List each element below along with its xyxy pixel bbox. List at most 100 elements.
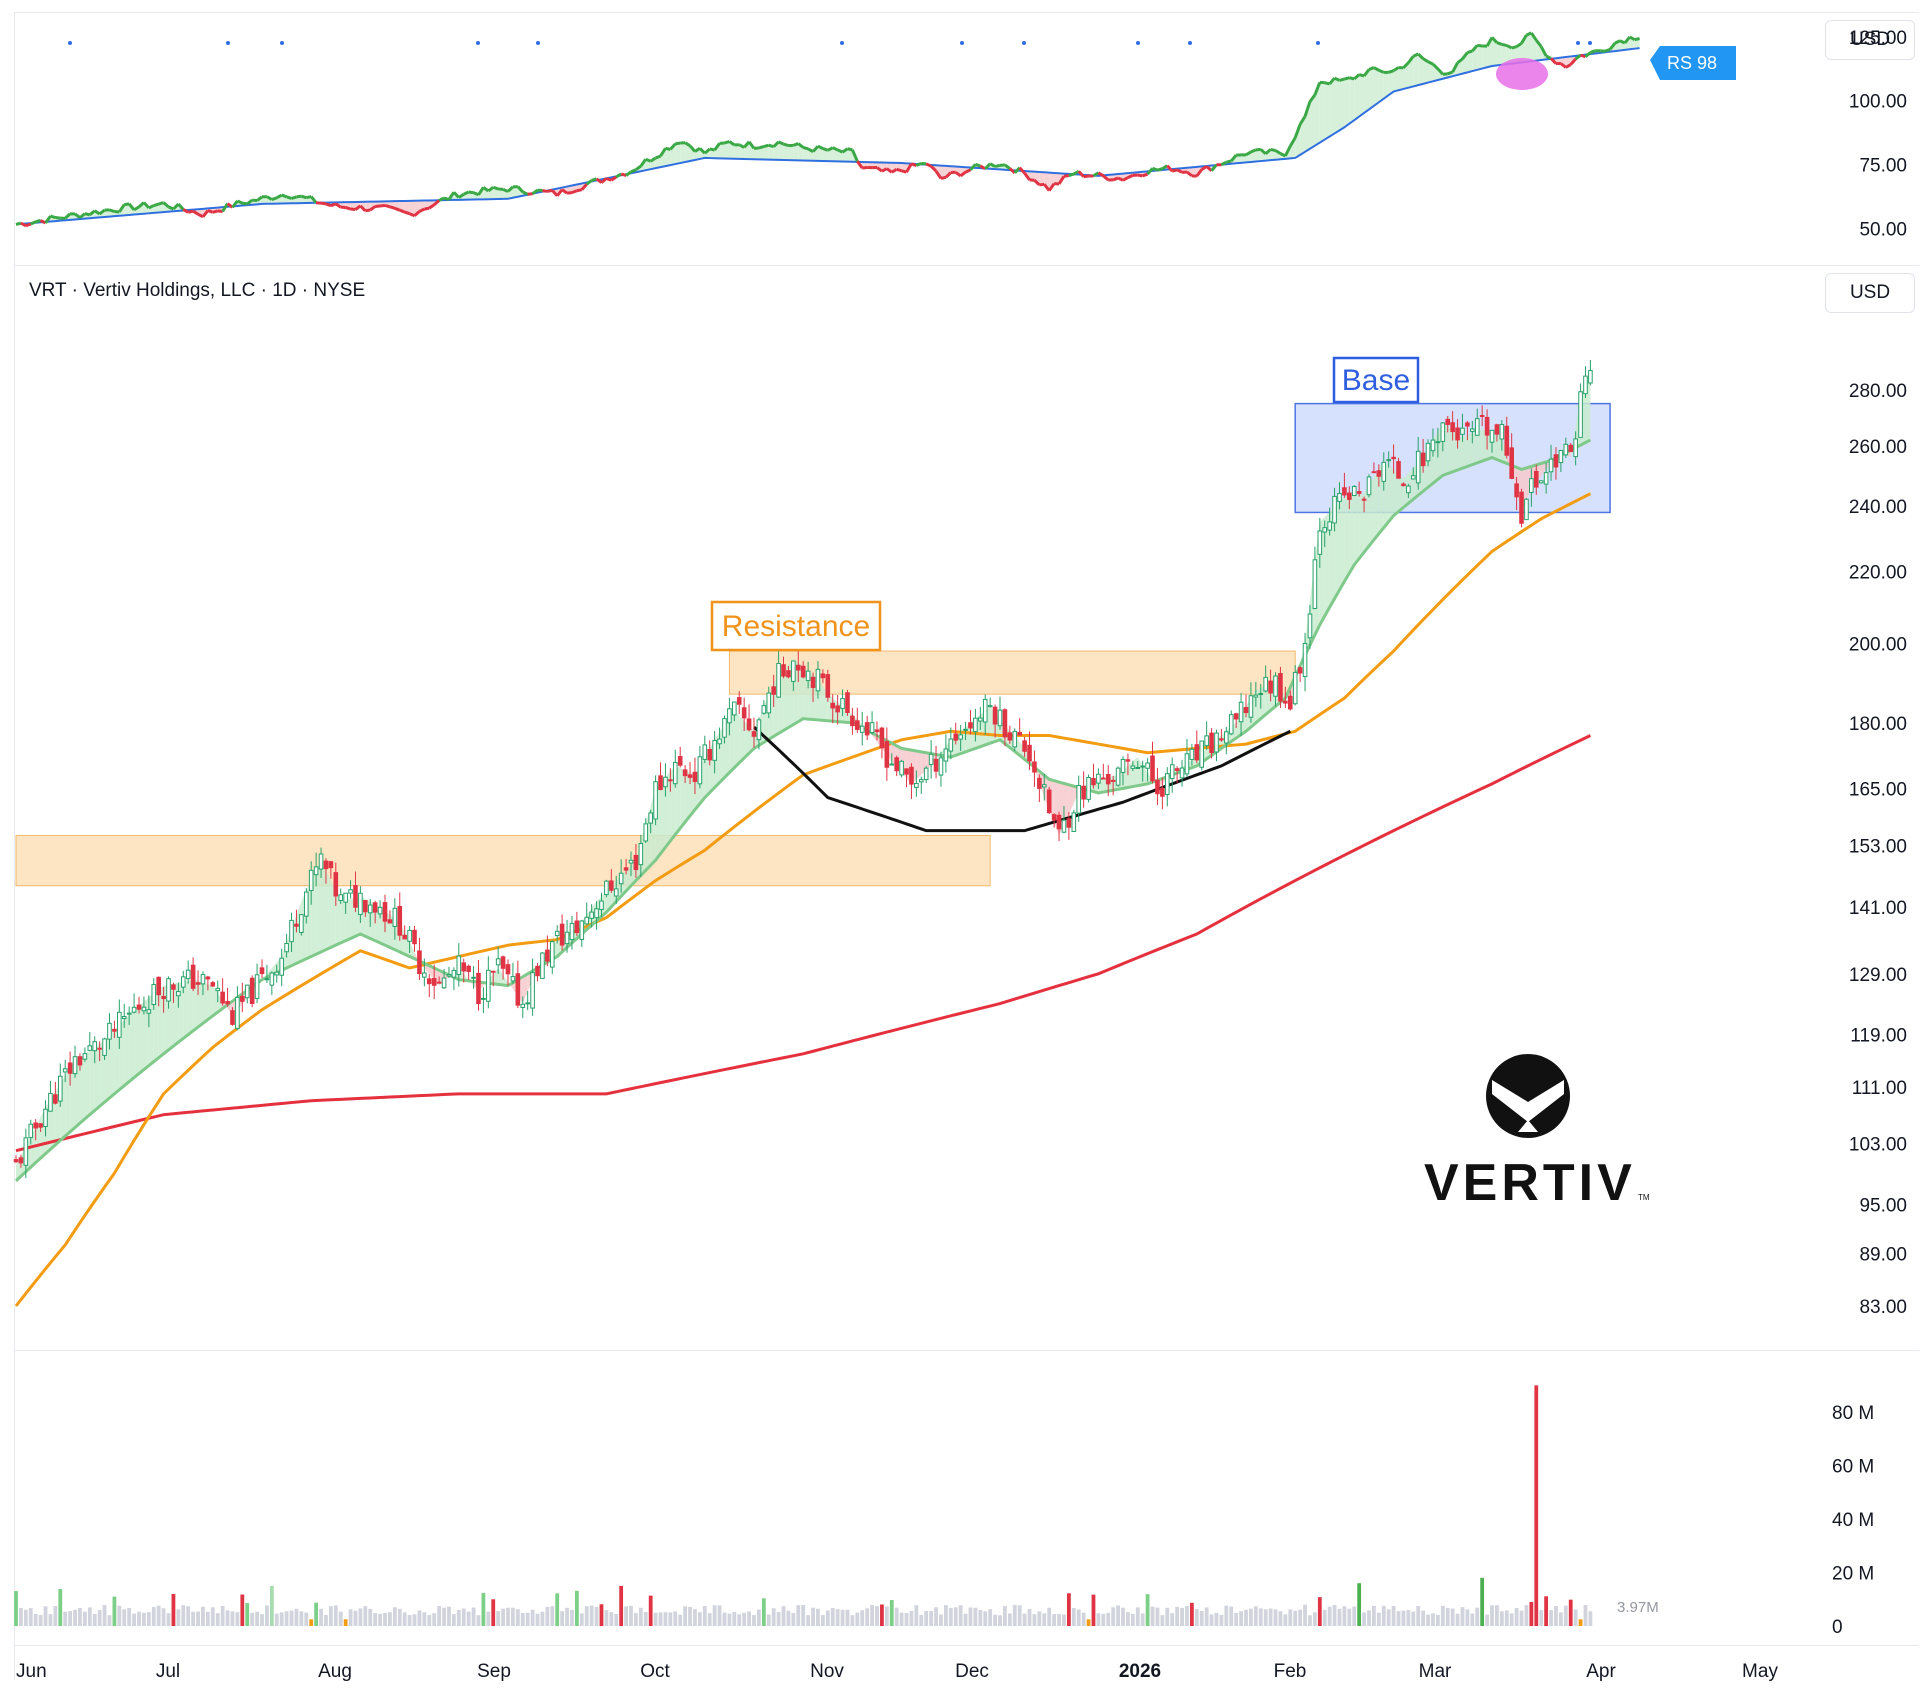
price-candle [1209, 728, 1214, 759]
ema-cloud-segment [1452, 430, 1458, 472]
volume-bar [830, 1608, 835, 1626]
candle-body [795, 664, 801, 671]
volume-bar [1524, 1605, 1529, 1626]
price-candle [151, 978, 157, 1010]
candle-body [1356, 491, 1362, 494]
volume-last-label: 3.97M [1617, 1599, 1659, 1616]
rs-y-tick: 50.00 [1859, 219, 1907, 240]
price-candle [958, 725, 963, 751]
candle-body [599, 900, 604, 910]
price-candle [313, 852, 319, 887]
symbol-title[interactable]: VRT · Vertiv Holdings, LLC · 1D · NYSE [29, 280, 366, 301]
rs-line-segment [167, 205, 175, 211]
rs-line-segment [1210, 163, 1218, 172]
volume-bar [1406, 1610, 1411, 1626]
volume-bar [811, 1607, 815, 1626]
price-candle [102, 1037, 107, 1061]
rs-line-segment [1117, 176, 1124, 182]
price-candle [1174, 766, 1180, 783]
rs-line-segment [959, 170, 967, 178]
candle-body [1238, 701, 1244, 723]
price-candle [456, 943, 462, 987]
rs-fill-segment [1634, 38, 1640, 49]
volume-bar [1386, 1609, 1391, 1626]
rs-line-segment [1018, 166, 1026, 175]
rs-line-segment [1358, 73, 1365, 78]
price-candle [953, 722, 959, 745]
currency-button-top[interactable]: USD [1825, 20, 1915, 60]
price-candle [1012, 728, 1018, 752]
candle-body [559, 923, 565, 946]
rs-line-segment [851, 149, 859, 162]
volume-bar [407, 1615, 412, 1626]
candle-body [973, 717, 978, 733]
rs-line-segment [1501, 42, 1508, 47]
price-candle [77, 1053, 83, 1071]
candle-body [766, 692, 772, 714]
price-candle [299, 913, 304, 936]
rs-fill-segment [404, 200, 410, 214]
rs-line-segment [231, 200, 239, 209]
price-candle [323, 858, 329, 884]
rs-line-segment [1274, 149, 1282, 155]
rs-line-segment [93, 209, 101, 216]
rs-fill-segment [1408, 56, 1414, 88]
volume-bar [550, 1606, 555, 1626]
rs-line-segment [334, 202, 342, 209]
price-candle [200, 971, 206, 996]
volume-bar [1066, 1593, 1071, 1626]
volume-bar [1086, 1619, 1091, 1626]
ema-cloud-segment [1132, 757, 1138, 787]
price-candle [1578, 383, 1583, 438]
rs-line-segment [979, 164, 986, 171]
candle-body [476, 972, 481, 1005]
price-candle [1396, 457, 1401, 479]
rs-line-segment [310, 195, 318, 204]
candle-body [456, 955, 462, 976]
volume-bar [693, 1609, 697, 1626]
price-candle [1184, 738, 1190, 777]
candle-body [1037, 777, 1042, 789]
rs-fill-segment [724, 141, 730, 159]
currency-button-main[interactable]: USD [1825, 273, 1915, 313]
volume-bar [1170, 1613, 1175, 1626]
candle-body [141, 1006, 147, 1012]
volume-bar [319, 1608, 323, 1626]
candle-body [579, 920, 585, 940]
rs-fill-segment [793, 143, 799, 161]
ema-cloud-segment [183, 980, 189, 1039]
rs-fill-segment [940, 165, 946, 179]
rs-line-segment [703, 147, 711, 155]
price-candle [1371, 462, 1377, 474]
candle-body [687, 774, 693, 778]
volume-bar [973, 1607, 978, 1626]
volume-bar [520, 1613, 525, 1626]
rs-line-segment [1496, 41, 1503, 46]
ema-cloud-segment [626, 865, 631, 891]
rs-line-segment [1530, 32, 1538, 42]
rs-line-segment [1171, 168, 1178, 173]
rs-line-segment [468, 190, 474, 195]
price-candle [569, 916, 575, 950]
rs-fill-segment [832, 147, 838, 162]
price-candle [461, 958, 467, 983]
ema-cloud-segment [173, 982, 179, 1047]
rs-line-segment [1417, 52, 1425, 60]
volume-bar [142, 1612, 146, 1626]
candle-body [358, 892, 363, 916]
ema-cloud-segment [193, 979, 199, 1031]
price-candle [1445, 416, 1451, 433]
rs-line-segment [413, 210, 421, 217]
volume-bar [683, 1606, 688, 1626]
volume-bar [899, 1612, 904, 1626]
resistance-zone-box [728, 650, 1296, 695]
ema-cloud-segment [503, 974, 508, 986]
candle-body [495, 958, 501, 966]
rs-line-segment [1456, 57, 1464, 64]
price-candle [589, 904, 594, 928]
ema-cloud-segment [124, 1014, 130, 1086]
price-candle [1583, 366, 1588, 399]
candle-body [997, 709, 1003, 727]
volume-bar [1583, 1605, 1588, 1626]
